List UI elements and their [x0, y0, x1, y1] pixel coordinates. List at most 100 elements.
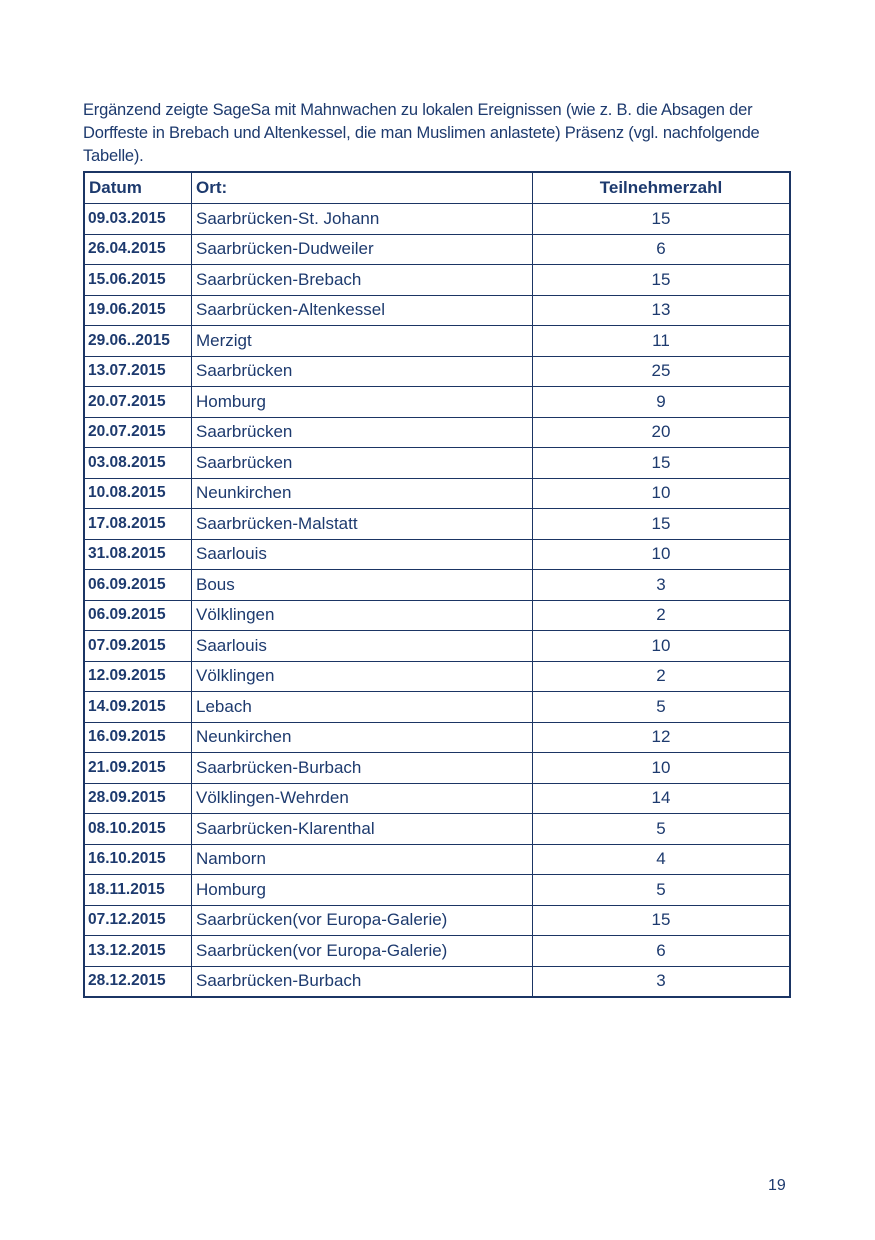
cell-location: Namborn — [191, 843, 533, 875]
cell-date: 08.10.2015 — [83, 813, 192, 845]
cell-location: Völklingen-Wehrden — [191, 782, 533, 814]
cell-date: 18.11.2015 — [83, 874, 192, 906]
cell-date: 31.08.2015 — [83, 538, 192, 570]
cell-date: 17.08.2015 — [83, 508, 192, 540]
cell-location: Saarbrücken-Burbach — [191, 752, 533, 784]
cell-location: Saarbrücken(vor Europa-Galerie) — [191, 935, 533, 967]
cell-location: Saarbrücken-Malstatt — [191, 508, 533, 540]
cell-location: Bous — [191, 569, 533, 601]
table-header-row: Datum Ort: Teilnehmerzahl — [83, 171, 791, 204]
cell-location: Saarlouis — [191, 538, 533, 570]
cell-participants: 6 — [532, 935, 791, 967]
cell-date: 16.09.2015 — [83, 721, 192, 753]
table-row: 18.11.2015 Homburg 5 — [83, 874, 791, 906]
cell-location: Saarbrücken-Dudweiler — [191, 233, 533, 265]
cell-date: 19.06.2015 — [83, 294, 192, 326]
table-row: 19.06.2015 Saarbrücken-Altenkessel 13 — [83, 294, 791, 326]
table-row: 20.07.2015 Saarbrücken 20 — [83, 416, 791, 448]
table-row: 17.08.2015 Saarbrücken-Malstatt 15 — [83, 508, 791, 540]
table-row: 28.12.2015 Saarbrücken-Burbach 3 — [83, 965, 791, 998]
cell-location: Saarbrücken — [191, 355, 533, 387]
cell-participants: 3 — [532, 965, 791, 998]
table-row: 06.09.2015 Bous 3 — [83, 569, 791, 601]
cell-date: 07.12.2015 — [83, 904, 192, 936]
cell-date: 28.09.2015 — [83, 782, 192, 814]
cell-location: Merzigt — [191, 325, 533, 357]
cell-participants: 4 — [532, 843, 791, 875]
cell-participants: 5 — [532, 874, 791, 906]
cell-location: Neunkirchen — [191, 477, 533, 509]
cell-date: 09.03.2015 — [83, 203, 192, 235]
cell-location: Lebach — [191, 691, 533, 723]
cell-location: Völklingen — [191, 660, 533, 692]
cell-participants: 12 — [532, 721, 791, 753]
table-row: 07.09.2015 Saarlouis 10 — [83, 630, 791, 662]
table-row: 16.09.2015 Neunkirchen 12 — [83, 721, 791, 753]
intro-paragraph: Ergänzend zeigte SageSa mit Mahnwachen z… — [83, 100, 760, 165]
cell-date: 03.08.2015 — [83, 447, 192, 479]
table-row: 21.09.2015 Saarbrücken-Burbach 10 — [83, 752, 791, 784]
cell-date: 20.07.2015 — [83, 386, 192, 418]
cell-participants: 5 — [532, 691, 791, 723]
cell-participants: 11 — [532, 325, 791, 357]
cell-date: 26.04.2015 — [83, 233, 192, 265]
cell-participants: 6 — [532, 233, 791, 265]
cell-date: 06.09.2015 — [83, 569, 192, 601]
cell-date: 14.09.2015 — [83, 691, 192, 723]
cell-participants: 20 — [532, 416, 791, 448]
cell-participants: 2 — [532, 599, 791, 631]
table-row: 10.08.2015 Neunkirchen 10 — [83, 477, 791, 509]
cell-date: 10.08.2015 — [83, 477, 192, 509]
cell-participants: 10 — [532, 630, 791, 662]
cell-location: Saarbrücken(vor Europa-Galerie) — [191, 904, 533, 936]
cell-participants: 15 — [532, 447, 791, 479]
cell-date: 12.09.2015 — [83, 660, 192, 692]
table-row: 03.08.2015 Saarbrücken 15 — [83, 447, 791, 479]
cell-date: 07.09.2015 — [83, 630, 192, 662]
table-row: 28.09.2015 Völklingen-Wehrden 14 — [83, 782, 791, 814]
cell-participants: 10 — [532, 477, 791, 509]
cell-participants: 15 — [532, 203, 791, 235]
table-row: 12.09.2015 Völklingen 2 — [83, 660, 791, 692]
cell-location: Homburg — [191, 874, 533, 906]
table-row: 15.06.2015 Saarbrücken-Brebach 15 — [83, 264, 791, 296]
cell-date: 13.07.2015 — [83, 355, 192, 387]
cell-date: 29.06..2015 — [83, 325, 192, 357]
cell-location: Saarbrücken — [191, 416, 533, 448]
cell-location: Saarlouis — [191, 630, 533, 662]
table-row: 07.12.2015 Saarbrücken(vor Europa-Galerie… — [83, 904, 791, 936]
cell-location: Saarbrücken-St. Johann — [191, 203, 533, 235]
cell-participants: 5 — [532, 813, 791, 845]
cell-date: 28.12.2015 — [83, 965, 192, 998]
table-row: 09.03.2015 Saarbrücken-St. Johann 15 — [83, 203, 791, 235]
cell-location: Saarbrücken-Brebach — [191, 264, 533, 296]
cell-date: 21.09.2015 — [83, 752, 192, 784]
table-row: 31.08.2015 Saarlouis 10 — [83, 538, 791, 570]
table-row: 14.09.2015 Lebach 5 — [83, 691, 791, 723]
events-table: Datum Ort: Teilnehmerzahl 09.03.2015 Saar… — [83, 171, 791, 998]
table-row: 06.09.2015 Völklingen 2 — [83, 599, 791, 631]
table-row: 08.10.2015 Saarbrücken-Klarenthal 5 — [83, 813, 791, 845]
cell-participants: 14 — [532, 782, 791, 814]
cell-date: 13.12.2015 — [83, 935, 192, 967]
table-row: 29.06..2015 Merzigt 11 — [83, 325, 791, 357]
cell-participants: 10 — [532, 752, 791, 784]
header-participants: Teilnehmerzahl — [532, 171, 791, 204]
table-row: 16.10.2015 Namborn 4 — [83, 843, 791, 875]
cell-location: Saarbrücken-Burbach — [191, 965, 533, 998]
table-row: 26.04.2015 Saarbrücken-Dudweiler 6 — [83, 233, 791, 265]
cell-participants: 15 — [532, 904, 791, 936]
cell-location: Saarbrücken — [191, 447, 533, 479]
table-row: 13.07.2015 Saarbrücken 25 — [83, 355, 791, 387]
cell-location: Homburg — [191, 386, 533, 418]
cell-participants: 2 — [532, 660, 791, 692]
cell-participants: 13 — [532, 294, 791, 326]
header-date: Datum — [83, 171, 192, 204]
cell-date: 06.09.2015 — [83, 599, 192, 631]
cell-participants: 3 — [532, 569, 791, 601]
cell-date: 20.07.2015 — [83, 416, 192, 448]
cell-date: 16.10.2015 — [83, 843, 192, 875]
cell-location: Saarbrücken-Klarenthal — [191, 813, 533, 845]
cell-participants: 9 — [532, 386, 791, 418]
header-location: Ort: — [191, 171, 533, 204]
